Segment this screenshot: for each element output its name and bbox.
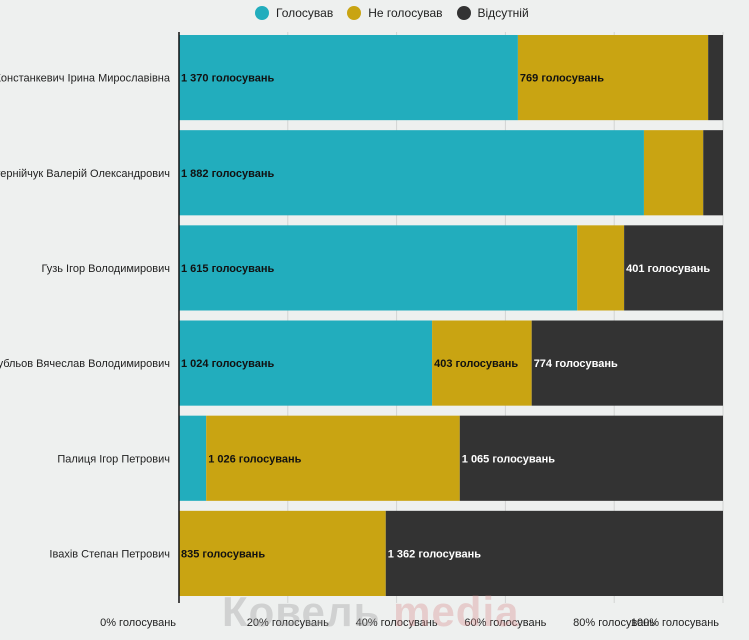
bar-segment-3-2 [531,320,723,406]
data-label-3-0: 1 024 голосувань [181,358,274,370]
category-label-1: Стернійчук Валерій Олександрович [0,168,170,180]
bar-segment-5-1 [179,510,386,596]
data-label-0-1: 769 голосувань [520,73,604,85]
chart-legend: Голосував Не голосував Відсутній [255,6,543,20]
bar-segment-2-1 [577,225,625,311]
data-label-2-2: 401 голосувань [626,263,710,275]
legend-swatch-absent [456,6,471,20]
bar-segment-2-0 [179,225,578,311]
legend-item-voted[interactable]: Голосував [255,6,333,20]
category-label-0: Констанкевич Ірина Мирославівна [0,73,171,85]
legend-label-voted: Голосував [276,6,334,20]
category-label-5: Івахів Степан Петрович [49,548,170,560]
legend-swatch-voted [255,6,269,20]
x-tick-label-4: 80% голосувань [573,617,655,629]
watermark-text-2: media [393,588,520,635]
x-tick-label-1: 20% голосувань [247,617,329,629]
data-label-4-2: 1 065 голосувань [462,453,555,465]
watermark-text-1: Ковель [222,588,394,635]
data-label-0-0: 1 370 голосувань [181,73,274,85]
legend-item-absent[interactable]: Відсутній [456,6,529,20]
category-label-4: Палиця Ігор Петрович [57,453,170,465]
category-label-2: Гузь Ігор Володимирович [41,263,170,275]
x-tick-label-0: 0% голосувань [100,617,176,629]
category-label-3: Рубльов Вячеслав Володимирович [0,358,170,370]
bar-segment-0-1 [517,35,709,121]
bar-segment-0-2 [708,35,723,121]
data-label-5-1: 835 голосувань [181,548,265,560]
x-tick-label-3: 60% голосувань [464,617,546,629]
bar-segment-0-0 [179,35,518,121]
bar-segment-5-2 [385,510,723,596]
bar-segment-1-2 [703,130,723,216]
x-tick-label-5: 100% голосувань [631,617,719,629]
data-label-4-1: 1 026 голосувань [208,453,301,465]
watermark-logo: Ковель media [222,588,519,636]
data-label-2-0: 1 615 голосувань [181,263,274,275]
bar-segment-2-2 [624,225,723,311]
legend-label-not-voted: Не голосував [368,6,443,20]
bar-segment-1-0 [179,130,644,216]
bar-segment-3-0 [179,320,433,406]
data-label-3-2: 774 голосувань [534,358,618,370]
bar-segment-4-2 [459,415,723,501]
data-label-1-0: 1 882 голосувань [181,168,274,180]
bar-segment-3-1 [432,320,532,406]
data-label-5-2: 1 362 голосувань [388,548,481,560]
legend-item-not-voted[interactable]: Не голосував [347,6,443,20]
data-label-3-1: 403 голосувань [434,358,518,370]
bar-segment-1-1 [643,130,704,216]
bar-segment-4-1 [206,415,460,501]
legend-swatch-not-voted [347,6,362,20]
legend-label-absent: Відсутній [477,6,529,20]
x-tick-label-2: 40% голосувань [356,617,438,629]
bar-segment-4-0 [179,415,207,501]
